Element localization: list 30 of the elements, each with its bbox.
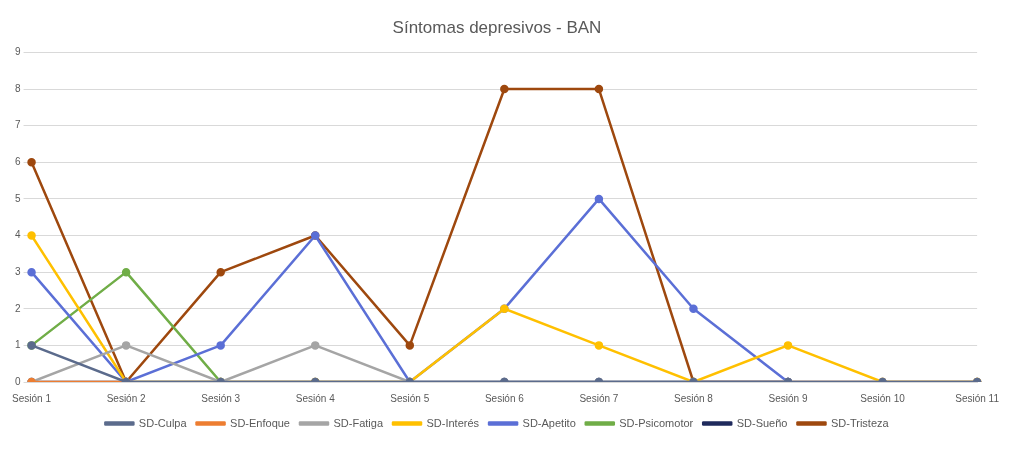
y-tick-label: 5 [15, 192, 21, 204]
y-tick-label: 9 [15, 46, 21, 58]
x-tick-label: Sesión 6 [484, 392, 525, 404]
x-tick-label: Sesión 9 [768, 392, 808, 404]
x-tick-label: Sesión 2 [106, 392, 147, 404]
x-tick-label: Sesión 3 [201, 392, 241, 404]
legend-label: SD-Enfoque [230, 416, 290, 429]
x-tick-label: Sesión 11 [955, 392, 1000, 404]
y-tick-label: 0 [15, 375, 21, 387]
x-tick-label: Sesión 7 [579, 392, 619, 404]
x-tick-label: Sesión 10 [860, 392, 906, 404]
x-tick-label: Sesión 4 [295, 392, 336, 404]
y-tick-label: 3 [15, 265, 21, 277]
chart-title: Síntomas depresivos - BAN [392, 17, 602, 37]
legend-label: SD-Fatiga [333, 416, 384, 429]
legend-label: SD-Psicomotor [619, 416, 694, 429]
x-tick-label: Sesión 5 [390, 392, 430, 404]
legend-label: SD-Culpa [138, 416, 188, 429]
legend-label: SD-Interés [426, 416, 480, 429]
legend-label: SD-Sueño [736, 416, 788, 429]
y-tick-label: 8 [15, 82, 21, 94]
y-tick-label: 4 [15, 229, 21, 241]
y-tick-label: 2 [15, 302, 21, 314]
legend-label: SD-Tristeza [830, 416, 890, 429]
y-tick-label: 7 [15, 119, 21, 131]
legend-label: SD-Apetito [522, 416, 576, 429]
y-tick-label: 6 [15, 156, 21, 168]
y-tick-label: 1 [15, 339, 21, 351]
x-tick-label: Sesión 1 [12, 392, 52, 404]
x-tick-label: Sesión 8 [674, 392, 714, 404]
